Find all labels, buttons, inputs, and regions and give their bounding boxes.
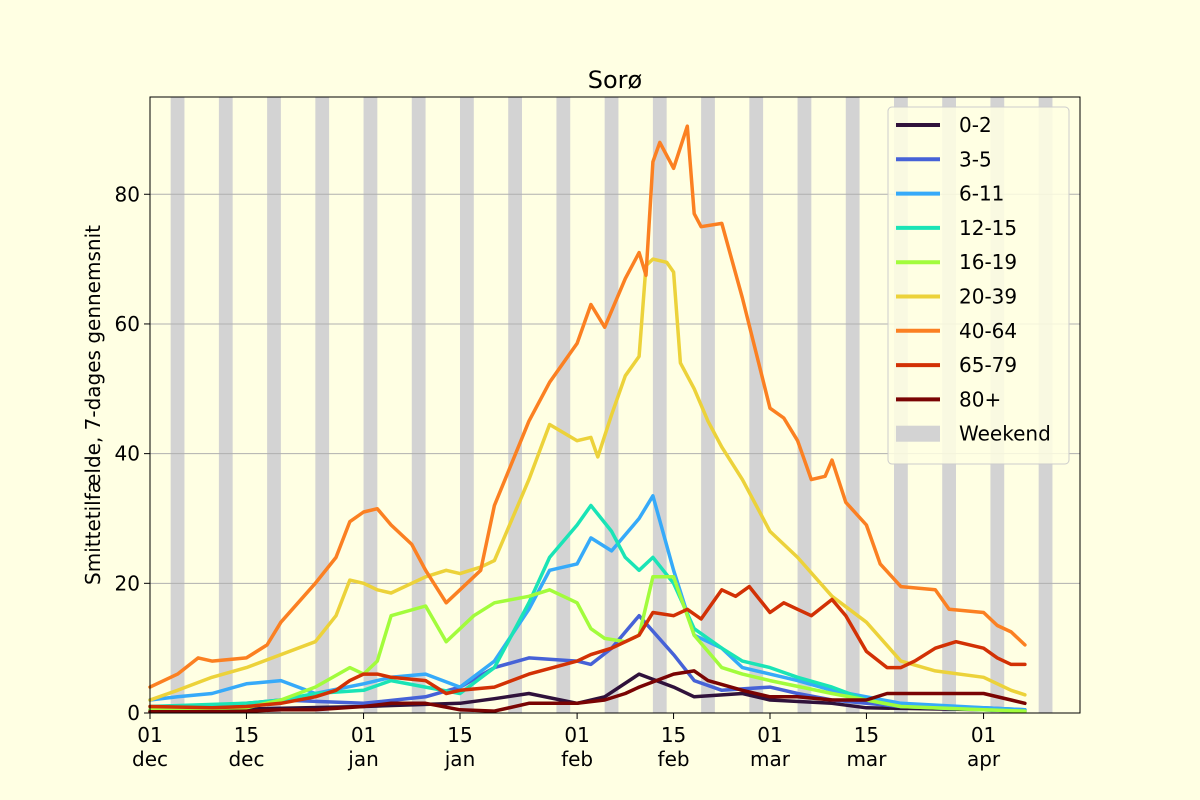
- y-tick-label: 20: [115, 571, 140, 595]
- x-tick-label-day: 15: [447, 723, 472, 747]
- weekend-band: [508, 97, 522, 713]
- weekend-band: [460, 97, 474, 713]
- plot-frame: [149, 96, 1081, 714]
- x-tick-label-day: 01: [757, 723, 782, 747]
- x-tick-label-day: 15: [854, 723, 879, 747]
- series-line-80+: [148, 669, 1027, 714]
- legend-box: [887, 106, 1070, 465]
- legend-swatch-weekend: [896, 425, 940, 442]
- series-line-12-15: [148, 503, 1027, 713]
- series-lines: [148, 124, 1027, 714]
- legend-label: 12-15: [959, 216, 1017, 240]
- weekend-band: [749, 97, 764, 713]
- series-line-6-11: [148, 494, 1027, 712]
- y-tick-label: 0: [127, 701, 140, 725]
- x-tick-label-day: 15: [234, 723, 259, 747]
- weekend-band: [363, 97, 378, 713]
- x-axis: 01dec15dec01jan15jan01feb15feb01mar15mar…: [132, 713, 1001, 771]
- x-tick-label-month: mar: [750, 747, 791, 771]
- legend: 0-2 3-5 6-11 12-15 16-19 20-39 40-64 65-79 80+ We…: [887, 106, 1070, 465]
- legend-label: 80+: [959, 387, 1001, 411]
- weekend-band: [845, 97, 860, 713]
- y-tick-label: 60: [115, 312, 140, 336]
- x-tick-label-day: 01: [971, 723, 996, 747]
- weekend-band: [315, 97, 330, 713]
- x-tick-label-day: 01: [564, 723, 589, 747]
- weekend-band: [797, 97, 812, 713]
- weekend-band: [170, 97, 185, 713]
- y-tick-label: 40: [115, 442, 140, 466]
- weekend-band: [218, 97, 233, 713]
- legend-label: 40-64: [959, 319, 1017, 343]
- legend-label: 0-2: [959, 113, 992, 137]
- legend-label: 20-39: [959, 285, 1017, 309]
- legend-label-weekend: Weekend: [959, 422, 1051, 446]
- x-tick-label-month: mar: [846, 747, 887, 771]
- x-tick-label-day: 15: [661, 723, 686, 747]
- weekend-band: [267, 97, 281, 713]
- x-tick-label-month: dec: [132, 747, 168, 771]
- series-line-20-39: [148, 257, 1027, 702]
- x-tick-label-month: apr: [967, 747, 1001, 771]
- series-line-40-64: [148, 124, 1027, 689]
- y-tick-label: 80: [115, 182, 140, 206]
- y-axis-label: Smittetilfælde, 7-dages gennemsnit: [81, 225, 105, 585]
- x-tick-label-month: jan: [347, 747, 379, 771]
- x-tick-label-day: 01: [351, 723, 376, 747]
- x-tick-label-day: 01: [137, 723, 162, 747]
- series-line-65-79: [148, 584, 1027, 710]
- legend-label: 3-5: [959, 147, 992, 171]
- weekend-band: [604, 97, 619, 713]
- weekend-band: [556, 97, 571, 713]
- chart-title: Sorø: [588, 66, 642, 94]
- x-tick-label-month: dec: [228, 747, 264, 771]
- x-tick-label-month: feb: [561, 747, 593, 771]
- weekend-band: [411, 97, 426, 713]
- legend-label: 65-79: [959, 353, 1017, 377]
- series-line-16-19: [148, 575, 1027, 713]
- x-tick-label-month: jan: [444, 747, 476, 771]
- legend-label: 16-19: [959, 250, 1017, 274]
- weekend-band: [701, 97, 715, 713]
- weekend-band: [652, 97, 667, 713]
- legend-label: 6-11: [959, 182, 1004, 206]
- x-tick-label-month: feb: [658, 747, 690, 771]
- y-axis: 0 20 40 60 80: [115, 182, 150, 725]
